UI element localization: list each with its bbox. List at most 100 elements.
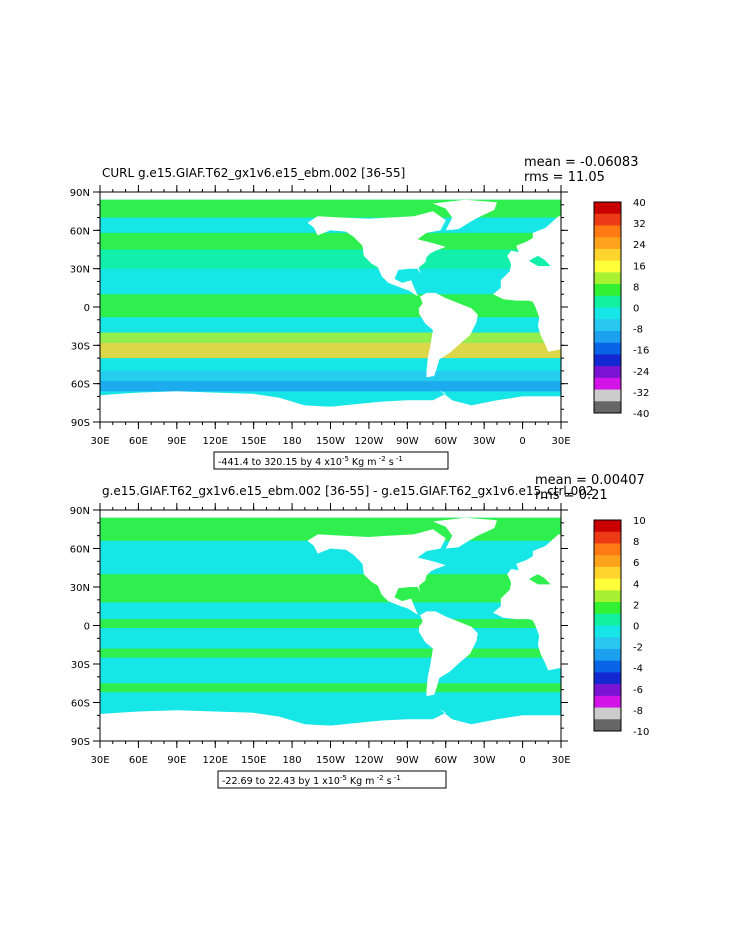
x-tick-label: 90E [167, 436, 186, 447]
x-tick-label: 150W [316, 436, 345, 447]
colorbar-swatch [594, 366, 621, 379]
colorbar-swatch [594, 377, 621, 391]
midlat-band [100, 249, 561, 269]
land-indonesia [644, 299, 715, 318]
colorbar-swatch [594, 295, 621, 308]
land-indonesia [644, 618, 715, 637]
x-tick-label: 150E [241, 755, 266, 766]
colorbar-label: 24 [633, 240, 646, 251]
x-tick-label: 120E [203, 755, 228, 766]
colorbar-frame [593, 201, 622, 414]
colorbar-swatch [594, 319, 621, 332]
y-tick-label: 30N [70, 265, 90, 276]
x-tick-label: 150W [316, 755, 345, 766]
colorbar-label: -40 [633, 409, 649, 420]
land-madagascar [578, 322, 587, 339]
colorbar-label: 2 [633, 600, 639, 611]
x-tick-label: 60W [434, 436, 457, 447]
y-tick-label: 0 [84, 303, 90, 314]
colorbar-swatch [594, 330, 621, 344]
x-tick-label: 60E [129, 436, 148, 447]
map-field [100, 517, 715, 741]
colorbar-swatch [594, 202, 621, 215]
colorbar-swatch [594, 389, 621, 402]
y-tick-label: 90S [71, 737, 90, 748]
south-subtropical-band [100, 332, 561, 343]
southern-ocean-band [100, 683, 561, 693]
stat-mean: mean = -0.06083 [524, 155, 638, 170]
x-tick-label: 120W [354, 436, 383, 447]
stat-rms: rms = 11.05 [524, 170, 605, 185]
y-tick-label: 60S [71, 380, 90, 391]
y-tick-label: 30S [71, 341, 90, 352]
colorbar-swatch [594, 578, 621, 591]
x-tick-label: 0 [519, 755, 525, 766]
colorbar-swatch [594, 237, 621, 250]
colorbar-label: -2 [633, 643, 643, 654]
y-tick-label: 0 [84, 622, 90, 633]
x-tick-label: 30E [90, 436, 109, 447]
x-tick-label: 60E [129, 755, 148, 766]
map-field [100, 199, 715, 422]
colorbar-swatch [594, 707, 621, 720]
range-label: -441.4 to 320.15 by 4 x10-5 Kg m -2 s -1 [218, 455, 403, 468]
x-tick-label: 120W [354, 755, 383, 766]
land-greenland [432, 517, 497, 549]
colorbar-swatch [594, 555, 621, 568]
land-south-america [418, 292, 478, 378]
colorbar-swatch [594, 248, 621, 262]
y-tick-label: 30N [70, 583, 90, 594]
land-south-america [418, 611, 478, 697]
x-tick-label: 150E [241, 436, 266, 447]
colorbar-swatch [594, 684, 621, 697]
x-tick-label: 30W [473, 755, 496, 766]
y-tick-label: 90N [70, 506, 90, 517]
stat-mean: mean = 0.00407 [535, 473, 645, 488]
land-antarctica [100, 708, 561, 741]
colorbar-label: 32 [633, 219, 646, 230]
colorbar-label: 8 [633, 282, 639, 293]
colorbar-swatch [594, 213, 621, 226]
x-tick-label: 0 [519, 436, 525, 447]
colorbar-swatch [594, 625, 621, 638]
colorbar-swatch [594, 520, 621, 533]
colorbar-swatch [594, 672, 621, 685]
land-greenland [432, 199, 497, 231]
southern-ocean-band [100, 370, 561, 382]
colorbar-swatch [594, 637, 621, 650]
equatorial-band [100, 294, 561, 318]
colorbar-label: 4 [633, 579, 639, 590]
colorbar-label: 16 [633, 261, 646, 272]
chart-title: g.e15.GIAF.T62_gx1v6.e15_ebm.002 [36-55]… [102, 484, 593, 498]
y-tick-label: 30S [71, 660, 90, 671]
colorbar-swatch [594, 272, 621, 285]
colorbar-label: -8 [633, 706, 643, 717]
subpolar-band [100, 232, 561, 250]
south-subtropical-band [100, 648, 561, 658]
colorbar-swatch [594, 342, 621, 355]
colorbar-swatch [594, 401, 621, 414]
colorbar-label: -24 [633, 367, 649, 378]
y-tick-label: 90S [71, 418, 90, 429]
colorbar: 40 32 24 16 8 0 -8 -16 -24 -32 -40 [593, 198, 649, 420]
colorbar-label: 0 [633, 622, 639, 633]
y-tick-label: 60N [70, 226, 90, 237]
colorbar-swatch [594, 354, 621, 367]
x-tick-label: 180 [283, 436, 302, 447]
colorbar-label: -10 [633, 727, 649, 738]
colorbar-label: -8 [633, 325, 643, 336]
colorbar-swatch [594, 307, 621, 320]
colorbar-swatch [594, 648, 621, 662]
colorbar-label: -32 [633, 388, 649, 399]
colorbar-swatch [594, 566, 621, 580]
x-tick-label: 180 [283, 755, 302, 766]
x-tick-label: 30W [473, 436, 496, 447]
south-tradewind-band [100, 342, 561, 359]
colorbar-swatch [594, 613, 621, 626]
colorbar-swatch [594, 260, 621, 273]
colorbar-label: 6 [633, 558, 639, 569]
y-tick-label: 60N [70, 545, 90, 556]
colorbar-label: -6 [633, 685, 643, 696]
colorbar-swatch [594, 602, 621, 615]
colorbar-swatch [594, 225, 621, 238]
